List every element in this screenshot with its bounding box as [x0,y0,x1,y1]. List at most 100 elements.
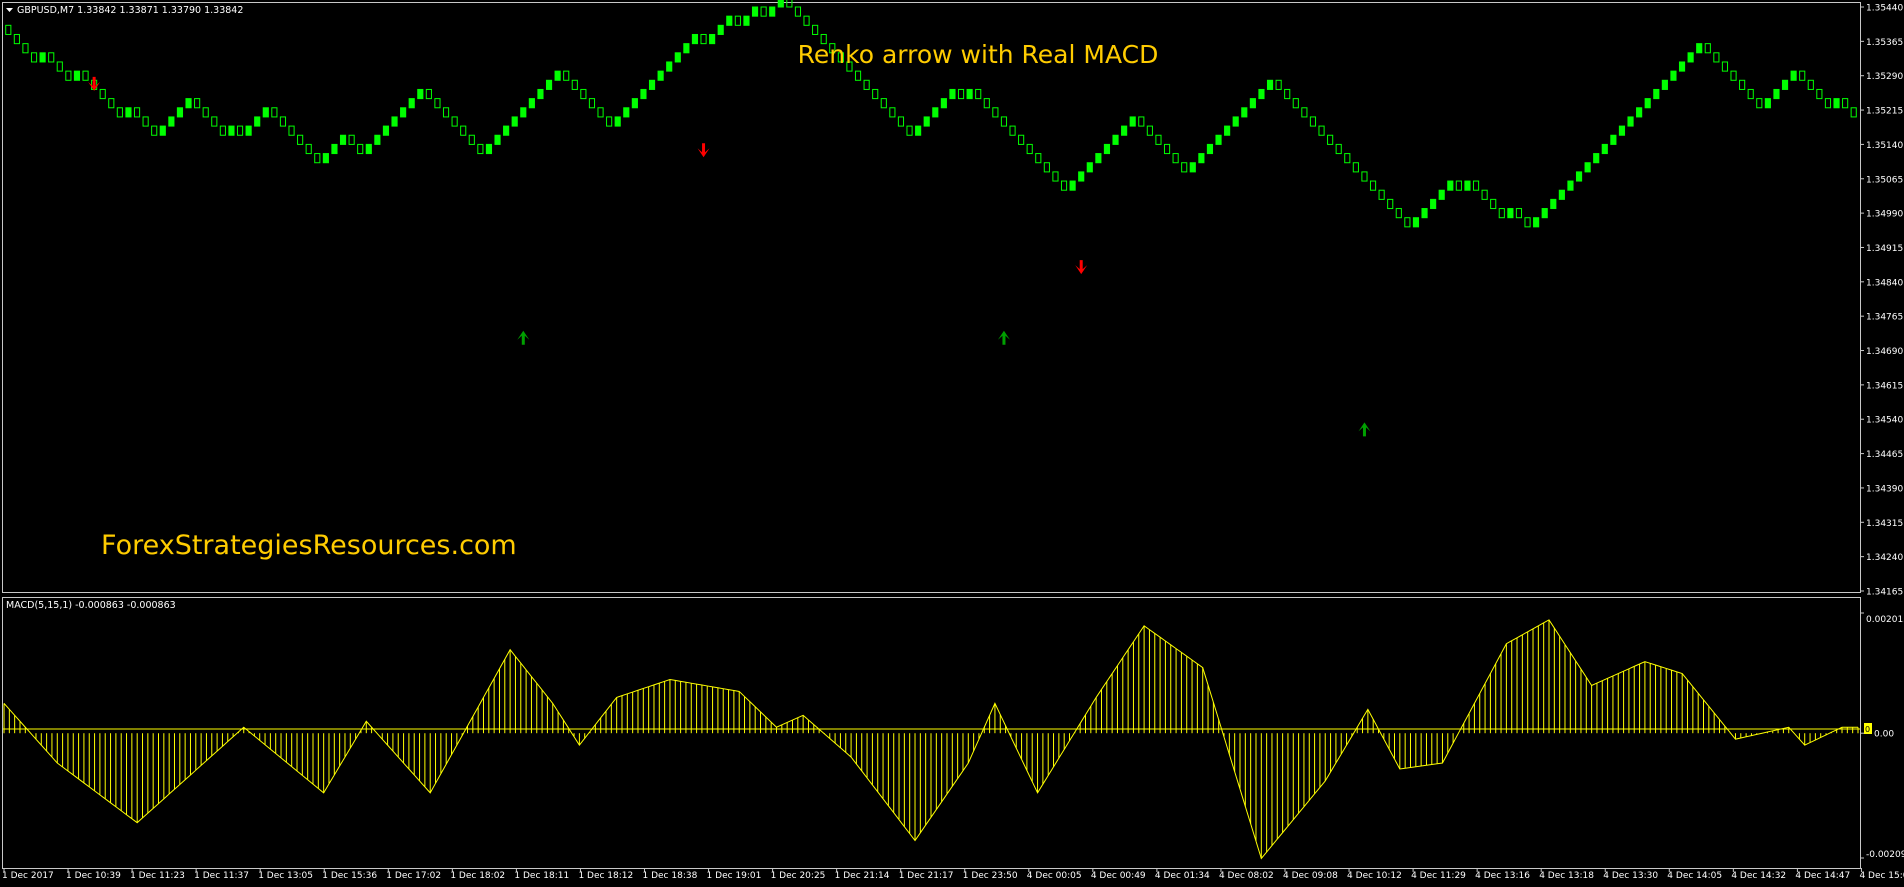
renko-brick-down [211,116,218,127]
time-tick-label: 1 Dec 23:50 [963,871,1018,881]
dropdown-triangle-icon[interactable] [6,8,13,12]
renko-brick-down [1387,198,1394,210]
price-panel-frame [2,2,1861,593]
renko-brick-down [794,6,802,17]
renko-brick-down [588,98,596,109]
renko-brick-up [408,98,415,109]
renko-brick-down [863,79,870,90]
renko-brick-down [1163,143,1171,155]
sell-arrow-icon [88,76,101,91]
renko-brick-down [1850,107,1857,118]
price-tick-label: 1.34765 [1866,313,1903,323]
time-tick-label: 4 Dec 00:05 [1027,871,1082,881]
renko-brick-down [820,33,827,45]
renko-brick-down [82,70,89,81]
renko-brick-down [1181,162,1188,173]
renko-brick-up [511,116,518,127]
renko-brick-down [983,98,990,109]
renko-brick-up [674,52,681,63]
renko-brick-up [1627,116,1634,127]
renko-brick-up [1644,98,1651,109]
renko-brick-up [709,33,716,45]
renko-brick-up [185,98,192,109]
renko-brick-down [803,15,810,26]
renko-brick-up [777,0,784,8]
price-tick-label: 1.34165 [1866,588,1903,598]
price-tick-label: 1.34615 [1866,381,1903,391]
price-tick-label: 1.34240 [1866,553,1903,563]
renko-brick-up [254,116,261,127]
renko-brick-up [1421,208,1428,219]
renko-brick-down [297,134,304,145]
renko-brick-down [1816,88,1823,100]
renko-brick-up [769,6,776,17]
price-tick-label: 1.35215 [1866,107,1903,117]
renko-brick-down [889,107,896,118]
time-tick-label: 4 Dec 13:30 [1603,871,1658,881]
renko-brick-down [1739,79,1746,90]
renko-brick-up [751,6,759,17]
renko-brick-up [1438,189,1445,200]
renko-brick-down [442,107,450,118]
renko-brick-up [923,116,930,127]
renko-brick-up [1086,162,1093,173]
renko-brick-down [133,107,141,118]
renko-brick-up [1670,70,1677,81]
renko-brick-up [1258,88,1265,100]
time-tick-label: 4 Dec 00:49 [1091,871,1146,881]
renko-brick-up [1447,180,1454,191]
price-tick-label: 1.34390 [1866,484,1903,494]
renko-brick-down [906,125,913,136]
renko-brick-up [1266,79,1274,90]
time-tick-label: 1 Dec 11:37 [194,871,249,881]
renko-brick-down [829,43,836,54]
time-tick-label: 4 Dec 14:47 [1795,871,1850,881]
sell-arrow-icon [697,143,710,158]
renko-brick-down [1327,134,1334,145]
renko-brick-up [717,24,724,35]
signal-arrows [88,76,1371,437]
renko-brick-up [1653,88,1660,100]
renko-brick-up [245,125,252,136]
renko-brick-down [1481,189,1488,200]
renko-brick-down [1138,116,1145,127]
time-tick-label: 4 Dec 13:18 [1539,871,1594,881]
renko-bricks [5,0,1857,228]
renko-brick-down [99,88,106,100]
renko-brick-down [434,98,441,109]
renko-brick-down [734,15,741,26]
renko-brick-up [1541,208,1548,219]
renko-brick-up [1241,107,1248,118]
price-tick-label: 1.34840 [1866,278,1903,288]
renko-brick-up [1696,43,1703,54]
renko-brick-up [940,98,947,109]
renko-brick-down [606,116,613,127]
renko-brick-up [1790,70,1797,81]
renko-brick-up [1533,217,1540,228]
time-tick-label: 1 Dec 2017 [2,871,54,881]
renko-brick-up [331,143,338,155]
renko-brick-down [957,88,965,100]
renko-brick-down [1000,116,1008,127]
renko-brick-down [1284,88,1291,100]
renko-brick-up [623,107,630,118]
price-tick-label: 1.35065 [1866,175,1903,185]
renko-brick-up [1095,153,1102,164]
renko-brick-down [1713,52,1720,63]
renko-brick-down [1335,143,1342,155]
renko-brick-down [56,61,63,72]
renko-brick-down [897,116,905,127]
renko-brick-down [975,88,982,100]
renko-brick-down [1498,208,1505,219]
renko-brick-up [631,98,638,109]
renko-brick-down [460,125,467,136]
macd-panel-frame [2,597,1861,869]
renko-brick-up [1593,153,1600,164]
time-tick-label: 4 Dec 14:32 [1731,871,1786,881]
renko-brick-down [1515,208,1523,219]
renko-brick-down [305,143,312,155]
renko-brick-up [262,107,269,118]
renko-brick-down [760,6,767,17]
renko-brick-up [1430,198,1437,210]
